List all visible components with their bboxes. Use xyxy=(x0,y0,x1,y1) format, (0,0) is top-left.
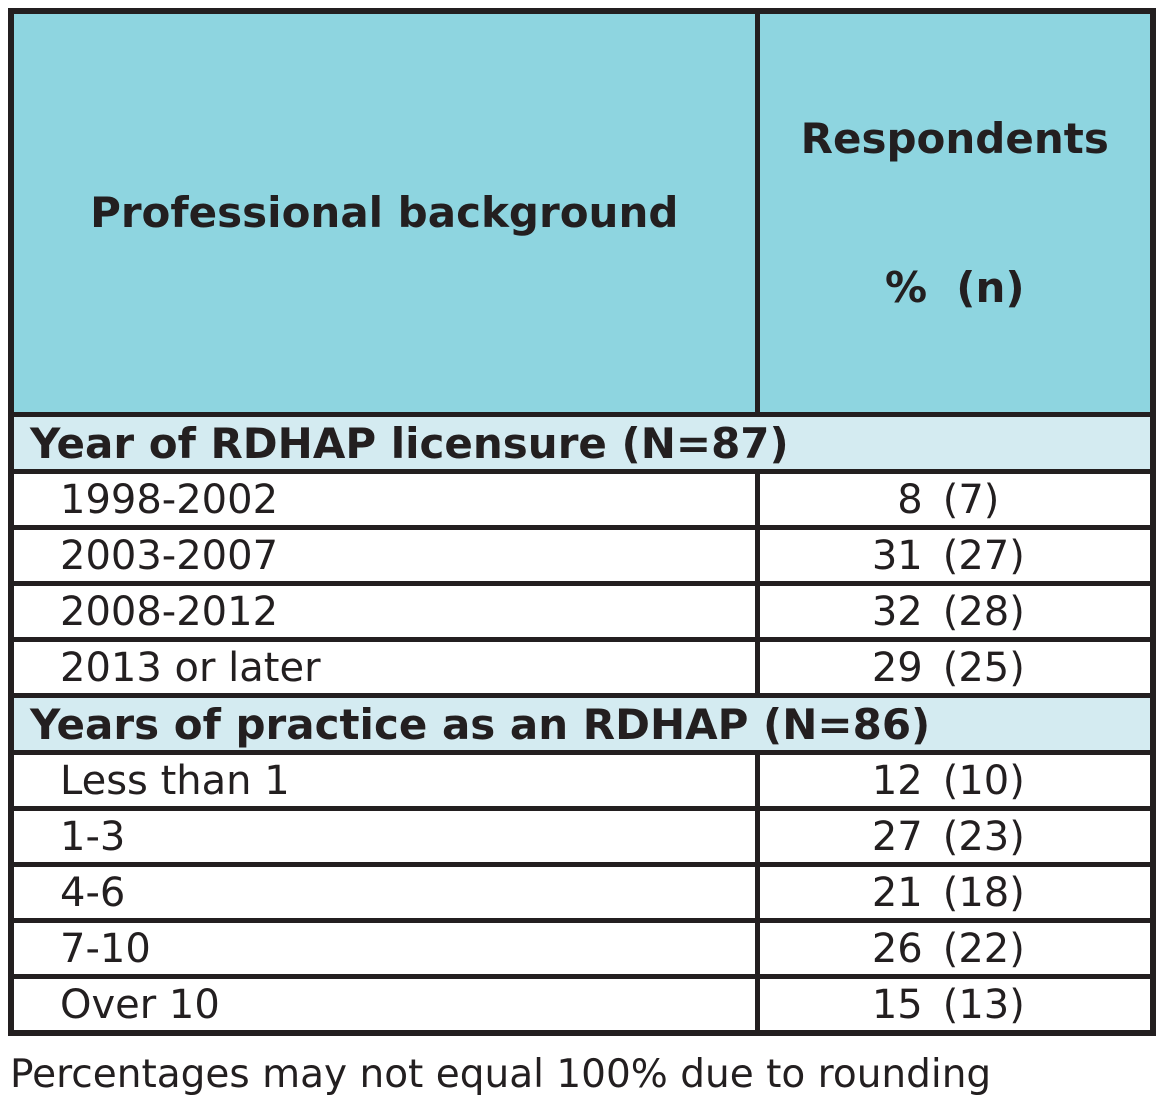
percent-value: 29 xyxy=(871,644,923,691)
row-value: 21 (18) xyxy=(754,862,1156,924)
value-wrap: 21 (18) xyxy=(762,869,1148,916)
count-value: (10) xyxy=(942,757,1025,804)
footnote: Percentages may not equal 100% due to ro… xyxy=(10,1051,992,1097)
table-row: Less than 1 12 (10) xyxy=(8,750,1156,812)
row-value: 29 (25) xyxy=(754,637,1156,699)
section-header-row-practice: Years of practice as an RDHAP (N=86) xyxy=(8,693,1156,756)
row-value: 15 (13) xyxy=(754,974,1156,1036)
row-value: 12 (10) xyxy=(754,750,1156,812)
count-value: (18) xyxy=(942,869,1025,916)
row-value: 31 (27) xyxy=(754,525,1156,587)
row-value: 32 (28) xyxy=(754,581,1156,643)
value-wrap: 26 (22) xyxy=(762,925,1148,972)
table-row: 2008-2012 32 (28) xyxy=(8,581,1156,643)
table-row: 2013 or later 29 (25) xyxy=(8,637,1156,699)
page: Professional background Respondents % (n… xyxy=(0,8,1158,1097)
count-value: (27) xyxy=(942,532,1025,579)
row-label: 1998-2002 xyxy=(8,469,760,531)
count-value: (23) xyxy=(942,813,1025,860)
count-value: (13) xyxy=(942,981,1025,1028)
column-header-professional-background: Professional background xyxy=(8,8,760,418)
row-label: 4-6 xyxy=(8,862,760,924)
row-label: Less than 1 xyxy=(8,750,760,812)
percent-value: 26 xyxy=(871,925,923,972)
value-wrap: 31 (27) xyxy=(762,532,1148,579)
respondents-header-line2: % (n) xyxy=(884,262,1025,312)
value-wrap: 29 (25) xyxy=(762,644,1148,691)
percent-value: 12 xyxy=(871,757,923,804)
section-header-row-licensure: Year of RDHAP licensure (N=87) xyxy=(8,412,1156,475)
value-wrap: 12 (10) xyxy=(762,757,1148,804)
table-row: 1-3 27 (23) xyxy=(8,806,1156,868)
section-title-practice: Years of practice as an RDHAP (N=86) xyxy=(8,693,1156,756)
percent-value: 32 xyxy=(871,588,923,635)
table-row: 1998-2002 8 (7) xyxy=(8,469,1156,531)
percent-value: 15 xyxy=(871,981,923,1028)
table-row: 7-10 26 (22) xyxy=(8,918,1156,980)
value-wrap: 27 (23) xyxy=(762,813,1148,860)
professional-background-table: Professional background Respondents % (n… xyxy=(8,8,1156,1036)
percent-value: 31 xyxy=(871,532,923,579)
percent-value: 21 xyxy=(871,869,923,916)
percent-value: 8 xyxy=(897,476,923,523)
count-value: (22) xyxy=(942,925,1025,972)
count-value: (28) xyxy=(942,588,1025,635)
value-wrap: 15 (13) xyxy=(762,981,1148,1028)
value-wrap: 8 (7) xyxy=(762,476,1148,523)
table-row: 4-6 21 (18) xyxy=(8,862,1156,924)
row-label: 7-10 xyxy=(8,918,760,980)
row-value: 27 (23) xyxy=(754,806,1156,868)
row-value: 8 (7) xyxy=(754,469,1156,531)
row-label: 2003-2007 xyxy=(8,525,760,587)
table-row: 2003-2007 31 (27) xyxy=(8,525,1156,587)
count-value: (7) xyxy=(942,476,1000,523)
row-label: 1-3 xyxy=(8,806,760,868)
table-row: Over 10 15 (13) xyxy=(8,974,1156,1036)
respondents-header-line1: Respondents xyxy=(800,114,1109,164)
count-value: (25) xyxy=(942,644,1025,691)
section-title-licensure: Year of RDHAP licensure (N=87) xyxy=(8,412,1156,475)
row-label: Over 10 xyxy=(8,974,760,1036)
table-header-row: Professional background Respondents % (n… xyxy=(8,8,1156,418)
column-header-respondents: Respondents % (n) xyxy=(754,8,1156,418)
row-value: 26 (22) xyxy=(754,918,1156,980)
value-wrap: 32 (28) xyxy=(762,588,1148,635)
percent-value: 27 xyxy=(871,813,923,860)
row-label: 2013 or later xyxy=(8,637,760,699)
row-label: 2008-2012 xyxy=(8,581,760,643)
